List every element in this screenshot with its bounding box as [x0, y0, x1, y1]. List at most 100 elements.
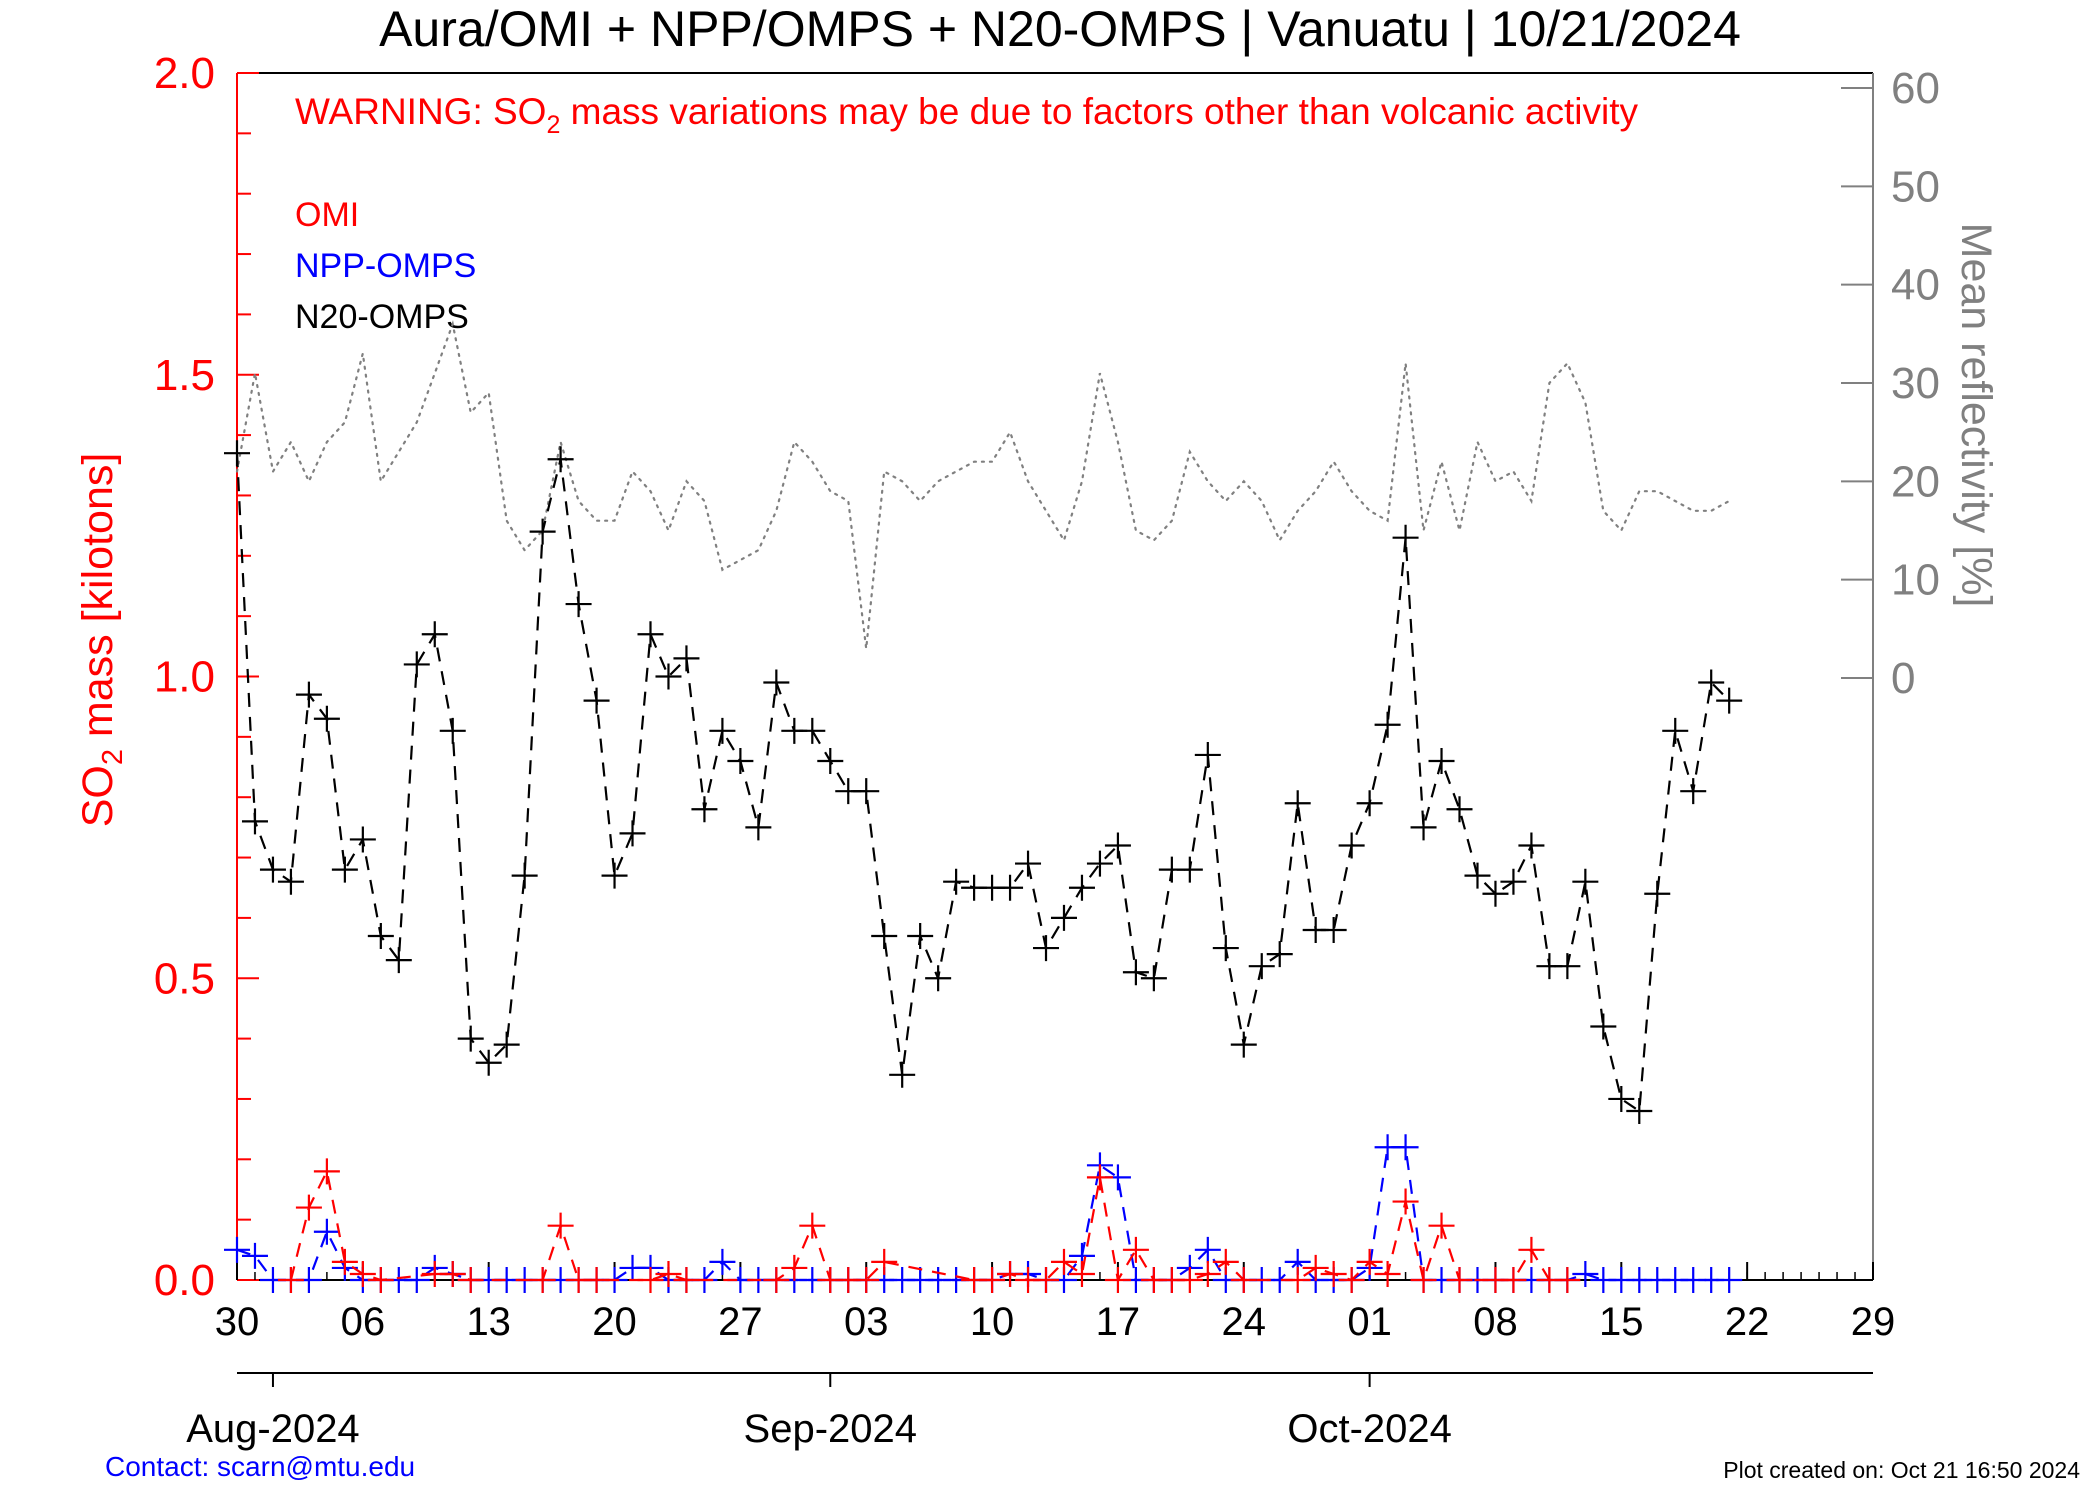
data-point-marker: [1284, 1267, 1311, 1293]
data-point-marker: [493, 1031, 520, 1058]
data-point-marker: [997, 1260, 1024, 1287]
data-point-marker: [475, 1049, 502, 1076]
data-point-marker: [943, 868, 970, 895]
data-point-marker: [1015, 850, 1042, 877]
data-point-marker: [1572, 1260, 1599, 1287]
data-point-marker: [1320, 1260, 1347, 1287]
data-point-marker: [1230, 1267, 1257, 1293]
data-point-marker: [853, 778, 880, 805]
data-point-marker: [637, 621, 664, 648]
x-axis-day-label: 20: [592, 1300, 637, 1344]
data-point-marker: [673, 645, 700, 672]
right-axis-tick-label: 30: [1891, 359, 1940, 408]
data-point-marker: [1716, 1267, 1743, 1293]
data-point-marker: [1033, 935, 1060, 962]
legend-entry: N20-OMPS: [295, 298, 469, 336]
data-point-marker: [1284, 790, 1311, 817]
left-axis-tick-label: 0.0: [154, 1256, 215, 1305]
data-point-marker: [1086, 1164, 1113, 1191]
plot-created-timestamp: Plot created on: Oct 21 16:50 2024: [1723, 1457, 2080, 1483]
data-point-marker: [1338, 1267, 1365, 1293]
data-point-marker: [1464, 862, 1491, 889]
data-point-marker: [1518, 832, 1545, 859]
data-point-marker: [1392, 524, 1419, 551]
right-axis-ticks: 0 10 20 30 40 50 60: [1841, 64, 1940, 703]
data-point-marker: [763, 1267, 790, 1293]
data-point-marker: [1446, 796, 1473, 823]
x-axis-day-label: 03: [844, 1300, 889, 1344]
right-axis-tick-label: 50: [1891, 162, 1940, 211]
data-point-marker: [1500, 868, 1527, 895]
data-point-marker: [1482, 880, 1509, 907]
data-point-marker: [349, 826, 376, 853]
right-axis-tick-label: 0: [1891, 654, 1915, 703]
chart-title: Aura/OMI + NPP/OMPS + N20-OMPS | Vanuatu…: [379, 1, 1741, 57]
reflectivity-line: [235, 319, 1731, 649]
data-point-marker: [565, 591, 592, 618]
data-point-marker: [313, 705, 340, 732]
data-point-marker: [673, 1267, 700, 1293]
contact-link[interactable]: Contact: scarn@mtu.edu: [105, 1451, 415, 1482]
data-point-marker: [637, 1267, 664, 1293]
series-omi: [277, 1158, 1581, 1293]
data-point-marker: [745, 814, 772, 841]
data-point-marker: [583, 687, 610, 714]
data-point-marker: [421, 621, 448, 648]
left-axis-tick-label: 2.0: [154, 49, 215, 98]
data-point-marker: [1194, 741, 1221, 768]
data-point-marker: [655, 663, 682, 690]
data-point-marker: [1626, 1098, 1653, 1125]
data-point-marker: [277, 1267, 304, 1293]
data-point-marker: [367, 923, 394, 950]
data-point-marker: [1518, 1236, 1545, 1263]
data-point-marker: [529, 518, 556, 545]
data-point-marker: [224, 440, 250, 467]
left-axis-label: SO2 mass [kilotons]: [74, 453, 129, 828]
data-point-marker: [1176, 856, 1203, 883]
legend-entry: OMI: [295, 196, 359, 234]
left-axis-tick-label: 1.0: [154, 653, 215, 702]
data-point-marker: [439, 1260, 466, 1287]
data-point-marker: [1428, 747, 1455, 774]
data-point-marker: [1050, 1248, 1077, 1275]
data-point-marker: [619, 820, 646, 847]
data-point-marker: [403, 651, 430, 678]
data-point-marker: [1428, 1212, 1455, 1239]
x-axis-month-label: Aug-2024: [186, 1407, 359, 1451]
warning-text-end: mass variations may be due to factors ot…: [560, 91, 1638, 132]
data-point-marker: [853, 1267, 880, 1293]
data-point-marker: [1590, 1013, 1617, 1040]
data-point-marker: [1410, 1267, 1437, 1293]
data-point-marker: [331, 856, 358, 883]
x-axis-day-label: 13: [466, 1300, 511, 1344]
data-point-marker: [817, 747, 844, 774]
x-axis-day-label: 08: [1473, 1300, 1518, 1344]
data-point-marker: [367, 1267, 394, 1293]
data-point-marker: [439, 717, 466, 744]
data-point-marker: [1374, 711, 1401, 738]
x-axis-day-label: 17: [1096, 1300, 1141, 1344]
warning-text-subscript: 2: [546, 111, 560, 139]
data-point-marker: [781, 1254, 808, 1281]
x-axis-month-label: Sep-2024: [744, 1407, 917, 1451]
data-point-marker: [1374, 1260, 1401, 1287]
data-point-marker: [583, 1267, 610, 1293]
data-point-marker: [763, 669, 790, 696]
data-point-marker: [889, 1061, 916, 1088]
data-point-marker: [601, 862, 628, 889]
data-point-marker: [331, 1248, 358, 1275]
data-point-marker: [277, 868, 304, 895]
data-point-marker: [511, 862, 538, 889]
data-point-marker: [1266, 941, 1293, 968]
legend: OMI NPP-OMPS N20-OMPS: [295, 196, 476, 336]
left-axis-tick-label: 0.5: [154, 954, 215, 1003]
data-point-marker: [979, 1267, 1006, 1293]
data-point-marker: [457, 1267, 484, 1293]
data-point-marker: [1122, 1236, 1149, 1263]
x-axis-day-label: 29: [1851, 1300, 1896, 1344]
data-point-marker: [1446, 1267, 1473, 1293]
x-axis-day-label: 22: [1725, 1300, 1770, 1344]
x-axis-day-label: 30: [215, 1300, 260, 1344]
right-axis-label: Mean reflectivity [%]: [1952, 223, 2000, 608]
left-axis-ticks: 0.0 0.5 1.0 1.5 2.0: [154, 49, 259, 1305]
